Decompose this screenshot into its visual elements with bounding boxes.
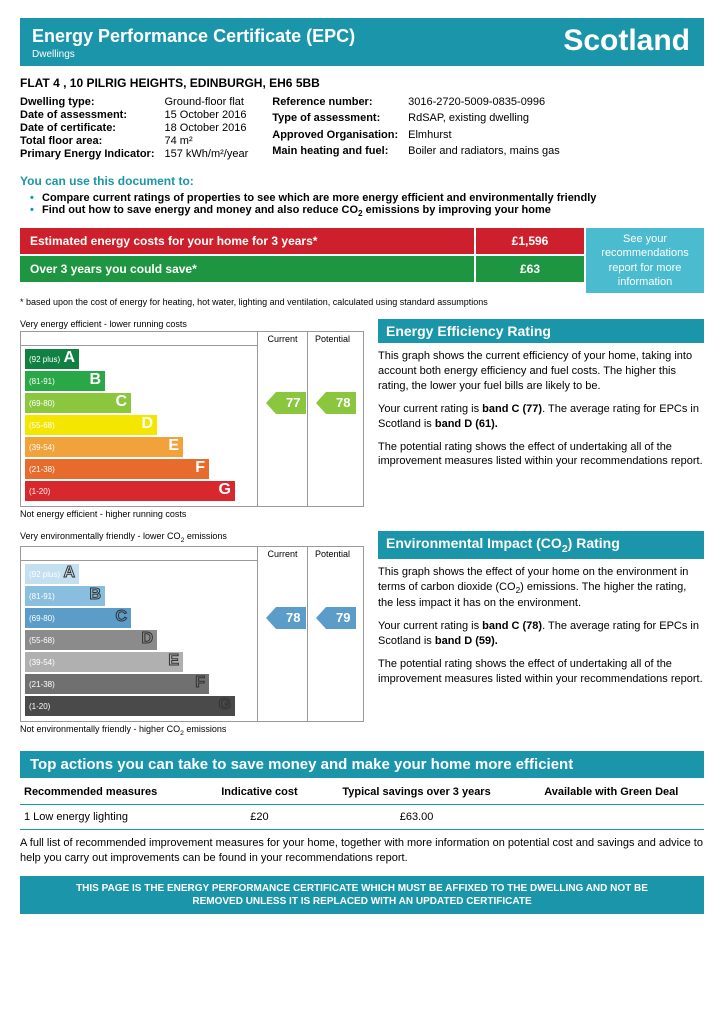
affix-notice: THIS PAGE IS THE ENERGY PERFORMANCE CERT…: [20, 876, 704, 914]
cost-row1-label: Estimated energy costs for your home for…: [20, 228, 474, 254]
detail-label: Reference number:: [272, 96, 398, 111]
eir-p2: Your current rating is band C (78). The …: [378, 619, 704, 649]
detail-label: Main heating and fuel:: [272, 145, 398, 160]
detail-label: Date of assessment:: [20, 109, 155, 121]
detail-label: Date of certificate:: [20, 122, 155, 134]
topactions-header: Recommended measures: [20, 780, 204, 805]
detail-value: RdSAP, existing dwelling: [408, 112, 560, 127]
usedoc-heading: You can use this document to:: [20, 174, 704, 188]
detail-label: Dwelling type:: [20, 96, 155, 108]
eir-p1: This graph shows the effect of your home…: [378, 565, 704, 611]
topactions-table: Recommended measuresIndicative costTypic…: [20, 780, 704, 830]
property-address: FLAT 4 , 10 PILRIG HEIGHTS, EDINBURGH, E…: [20, 76, 704, 90]
cost-row2-value: £63: [474, 256, 584, 282]
detail-value: 18 October 2016: [165, 122, 249, 134]
rating-arrow: 79: [326, 607, 356, 629]
usedoc-list: Compare current ratings of properties to…: [20, 192, 704, 218]
recommendations-cta: See your recommendations report for more…: [586, 228, 704, 293]
detail-label: Type of assessment:: [272, 112, 398, 127]
eir-chart: Very environmentally friendly - lower CO…: [20, 531, 364, 737]
rating-arrow: 78: [326, 392, 356, 414]
detail-value: Ground-floor flat: [165, 96, 249, 108]
detail-label: Total floor area:: [20, 135, 155, 147]
rating-arrow: 77: [276, 392, 306, 414]
eer-banner: Energy Efficiency Rating: [378, 319, 704, 343]
eer-p2: Your current rating is band C (77). The …: [378, 402, 704, 432]
topactions-header: Indicative cost: [204, 780, 314, 805]
topactions-banner: Top actions you can take to save money a…: [20, 751, 704, 778]
detail-value: 74 m²: [165, 135, 249, 147]
topactions-header: Typical savings over 3 years: [315, 780, 519, 805]
details-grid: Dwelling type: Ground-floor flat Date of a…: [20, 96, 704, 160]
topactions-row: 1 Low energy lighting£20£63.00: [20, 804, 704, 829]
eer-p3: The potential rating shows the effect of…: [378, 440, 704, 470]
header-region: Scotland: [563, 24, 690, 58]
eir-caption-bot: Not environmentally friendly - higher CO…: [20, 724, 364, 737]
detail-value: Elmhurst: [408, 129, 560, 144]
header-bar: Energy Performance Certificate (EPC) Dwe…: [20, 18, 704, 66]
eir-p3: The potential rating shows the effect of…: [378, 657, 704, 687]
rating-arrow: 78: [276, 607, 306, 629]
eir-caption-top: Very environmentally friendly - lower CO…: [20, 531, 364, 544]
eer-caption-bot: Not energy efficient - higher running co…: [20, 509, 364, 519]
usedoc-item: Find out how to save energy and money an…: [30, 204, 704, 218]
topactions-footer: A full list of recommended improvement m…: [20, 836, 704, 866]
detail-label: Primary Energy Indicator:: [20, 148, 155, 160]
cost-row2-label: Over 3 years you could save*: [20, 256, 474, 282]
detail-value: 157 kWh/m²/year: [165, 148, 249, 160]
cost-footnote: * based upon the cost of energy for heat…: [20, 297, 704, 307]
usedoc-item: Compare current ratings of properties to…: [30, 192, 704, 204]
eer-p1: This graph shows the current efficiency …: [378, 349, 704, 394]
detail-value: 3016-2720-5009-0835-0996: [408, 96, 560, 111]
eir-banner: Environmental Impact (CO2) Rating: [378, 531, 704, 559]
detail-label: Approved Organisation:: [272, 129, 398, 144]
detail-value: Boiler and radiators, mains gas: [408, 145, 560, 160]
eer-chart: Very energy efficient - lower running co…: [20, 319, 364, 519]
detail-value: 15 October 2016: [165, 109, 249, 121]
cost-row1-value: £1,596: [474, 228, 584, 254]
eer-caption-top: Very energy efficient - lower running co…: [20, 319, 364, 329]
topactions-header: Available with Green Deal: [519, 780, 704, 805]
